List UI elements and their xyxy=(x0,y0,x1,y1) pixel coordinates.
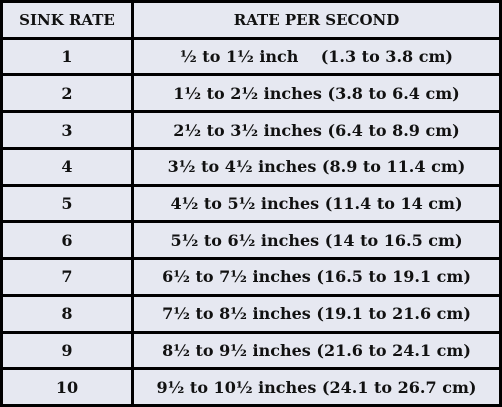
rate-cell: 8½ to 9½ inches (21.6 to 24.1 cm) xyxy=(134,333,499,368)
rate-cell: 6½ to 7½ inches (16.5 to 19.1 cm) xyxy=(134,260,499,294)
header-cell: RATE PER SECOND xyxy=(134,3,499,37)
sink-rate-cell: 6 xyxy=(3,223,131,258)
sink-rate-cell: 5 xyxy=(3,186,131,221)
sink-rate-cell: 4 xyxy=(3,149,131,184)
sink-rate-cell: 2 xyxy=(3,76,131,111)
rate-cell: 1½ to 2½ inches (3.8 to 6.4 cm) xyxy=(134,76,499,111)
rate-cell: ½ to 1½ inch (1.3 to 3.8 cm) xyxy=(134,39,499,74)
rate-cell: 9½ to 10½ inches (24.1 to 26.7 cm) xyxy=(134,370,499,404)
sink-rate-cell: 9 xyxy=(3,333,131,368)
rate-cell: 7½ to 8½ inches (19.1 to 21.6 cm) xyxy=(134,296,499,331)
sink-rate-cell: 1 xyxy=(3,39,131,74)
rate-cell: 3½ to 4½ inches (8.9 to 11.4 cm) xyxy=(134,149,499,184)
sink-rate-cell: 3 xyxy=(3,113,131,147)
rate-cell: 5½ to 6½ inches (14 to 16.5 cm) xyxy=(134,223,499,258)
sink-rate-cell: 10 xyxy=(3,370,131,404)
sink-rate-cell: 8 xyxy=(3,296,131,331)
header-cell: SINK RATE xyxy=(3,3,131,37)
rate-cell: 4½ to 5½ inches (11.4 to 14 cm) xyxy=(134,186,499,221)
sink-rate-cell: 7 xyxy=(3,260,131,294)
rate-cell: 2½ to 3½ inches (6.4 to 8.9 cm) xyxy=(134,113,499,147)
